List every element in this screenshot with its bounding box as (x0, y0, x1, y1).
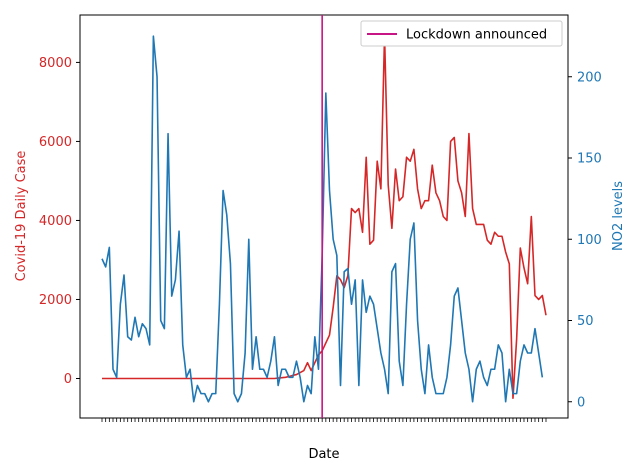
plot-border (79, 14, 569, 419)
right-tick-label: 0 (577, 395, 585, 410)
x-axis-label: Date (308, 447, 339, 462)
left-tick-label: 2000 (39, 293, 72, 308)
left-tick-label: 0 (64, 372, 72, 387)
left-tick-label: 4000 (39, 214, 72, 229)
right-tick-label: 50 (577, 314, 594, 329)
left-axis: 0 2000 4000 6000 8000 (39, 56, 80, 387)
left-tick-label: 8000 (39, 56, 72, 71)
covid-cases-line (102, 33, 547, 400)
legend-box (360, 20, 563, 47)
legend: Lockdown announced (360, 20, 563, 47)
right-tick-label: 200 (577, 70, 602, 85)
left-y-axis-label: Covid-19 Daily Case (14, 151, 29, 282)
bottom-axis (101, 418, 547, 422)
right-axis: 0 50 100 150 200 (568, 70, 602, 410)
right-y-axis-label: NO2 levels (611, 181, 626, 251)
right-tick-label: 100 (577, 233, 602, 248)
left-tick-label: 6000 (39, 135, 72, 150)
right-tick-label: 150 (577, 152, 602, 167)
legend-lockdown-label: Lockdown announced (406, 28, 547, 43)
plot-frame (79, 14, 569, 419)
series-layer (101, 15, 547, 418)
